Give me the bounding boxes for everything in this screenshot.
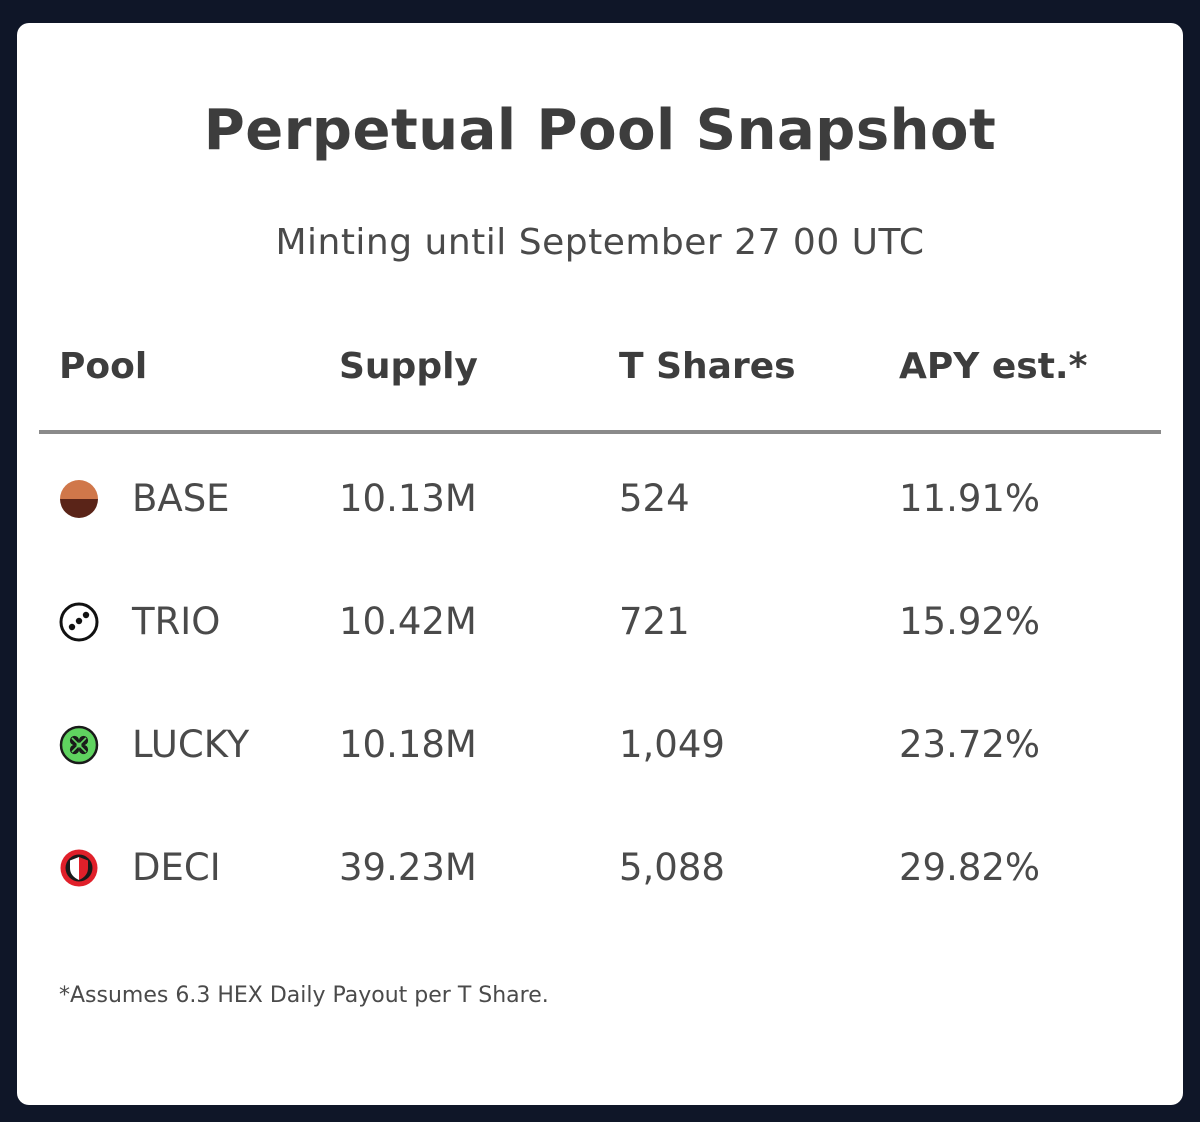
pool-name: BASE bbox=[132, 477, 230, 520]
table-row: DECI 39.23M 5,088 29.82% bbox=[17, 838, 1183, 898]
supply-value: 10.18M bbox=[339, 723, 477, 766]
header-t-shares: T Shares bbox=[619, 346, 796, 387]
table-row: BASE 10.13M 524 11.91% bbox=[17, 469, 1183, 529]
t-shares-value: 5,088 bbox=[619, 846, 725, 889]
table-row: LUCKY 10.18M 1,049 23.72% bbox=[17, 715, 1183, 775]
pool-name: DECI bbox=[132, 846, 221, 889]
footnote: *Assumes 6.3 HEX Daily Payout per T Shar… bbox=[59, 983, 549, 1008]
page-subtitle: Minting until September 27 00 UTC bbox=[275, 222, 925, 263]
t-shares-value: 721 bbox=[619, 600, 690, 643]
apy-value: 11.91% bbox=[899, 477, 1041, 520]
header-supply: Supply bbox=[339, 346, 478, 387]
table-row: TRIO 10.42M 721 15.92% bbox=[17, 592, 1183, 652]
supply-value: 10.42M bbox=[339, 600, 477, 643]
header-pool: Pool bbox=[59, 346, 148, 387]
supply-value: 39.23M bbox=[339, 846, 477, 889]
trio-pool-icon bbox=[59, 602, 99, 642]
snapshot-card: Perpetual Pool Snapshot Minting until Se… bbox=[17, 23, 1183, 1105]
apy-value: 23.72% bbox=[899, 723, 1041, 766]
deci-pool-icon bbox=[60, 849, 98, 887]
t-shares-value: 524 bbox=[619, 477, 690, 520]
base-pool-icon bbox=[60, 480, 98, 518]
apy-value: 29.82% bbox=[899, 846, 1041, 889]
pool-name: TRIO bbox=[132, 600, 221, 643]
table-divider bbox=[39, 430, 1161, 434]
page-title: Perpetual Pool Snapshot bbox=[203, 98, 997, 163]
apy-value: 15.92% bbox=[899, 600, 1041, 643]
header-apy: APY est.* bbox=[899, 346, 1088, 387]
supply-value: 10.13M bbox=[339, 477, 477, 520]
pool-name: LUCKY bbox=[132, 723, 250, 766]
lucky-pool-icon bbox=[59, 725, 99, 765]
t-shares-value: 1,049 bbox=[619, 723, 725, 766]
